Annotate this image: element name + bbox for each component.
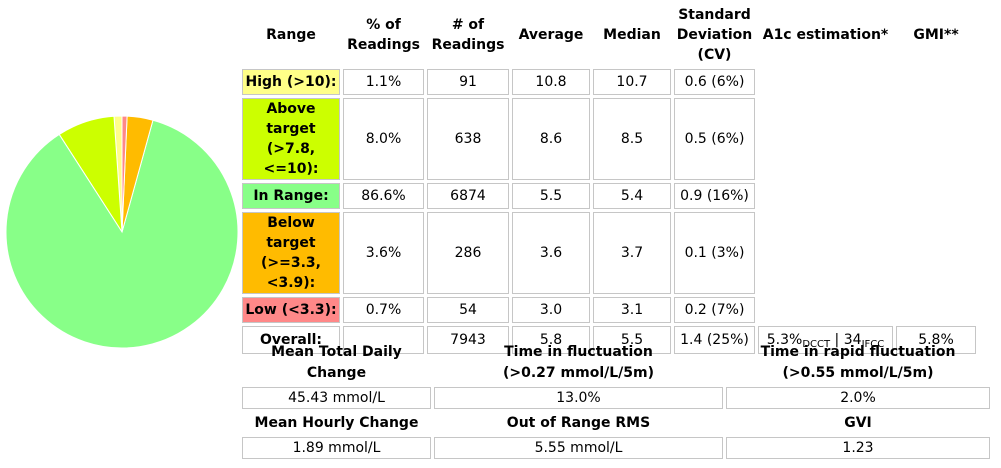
median-overall: 5.5 [593, 326, 671, 354]
fluct-value-row-1: 45.43 mmol/L 13.0% 2.0% [242, 387, 990, 409]
pct-high: 1.1% [343, 69, 424, 95]
sd-high: 0.6 (6%) [674, 69, 755, 95]
a1c-dcct-sub: DCCT [802, 339, 831, 350]
table-row-above-target: Above target (>7.8, <=10): 8.0% 638 8.6 … [242, 98, 976, 180]
avg-below: 3.6 [512, 212, 590, 294]
table-row-overall: Overall: 7943 5.8 5.5 1.4 (25%) 5.3%DCCT… [242, 326, 976, 354]
stats-header-row: Range % of Readings # of Readings Averag… [242, 4, 976, 66]
mean-total-daily-change-label: Mean Total Daily Change [271, 344, 402, 381]
header-standard-deviation: Standard Deviation (CV) [676, 7, 753, 63]
fluct-header-row-2: Mean Hourly Change Out of Range RMS GVI [242, 412, 990, 434]
time-in-fluctuation-label: Time in fluctuation (>0.27 mmol/L/5m) [502, 344, 654, 381]
sd-in-range: 0.9 (16%) [674, 183, 755, 209]
fluctuation-table: Mean Total Daily Change Time in fluctuat… [239, 339, 993, 462]
header-gmi: GMI** [913, 27, 959, 43]
range-label-below-target: Below target (>=3.3, <3.9): [242, 212, 340, 294]
out-of-range-rms-value: 5.55 mmol/L [434, 437, 723, 459]
time-in-rapid-fluctuation-label: Time in rapid fluctuation (>0.55 mmol/L/5… [760, 344, 956, 381]
sd-low: 0.2 (7%) [674, 297, 755, 323]
num-in-range: 6874 [427, 183, 509, 209]
header-percent-readings: % of Readings [347, 17, 420, 53]
num-below: 286 [427, 212, 509, 294]
header-a1c-estimation: A1c estimation* [762, 27, 889, 43]
range-label-overall: Overall: [242, 326, 340, 354]
fluct-header-row-1: Mean Total Daily Change Time in fluctuat… [242, 342, 990, 384]
range-label-in-range: In Range: [242, 183, 340, 209]
out-of-range-rms-label: Out of Range RMS [506, 414, 651, 431]
a1c-dcct: 5.3% [766, 332, 803, 348]
mean-hourly-change-label: Mean Hourly Change [254, 414, 419, 431]
time-in-rapid-fluctuation-value: 2.0% [726, 387, 990, 409]
pie-chart-svg [5, 115, 239, 349]
pct-overall [343, 326, 424, 354]
header-num-readings: # of Readings [431, 17, 505, 53]
num-overall: 7943 [427, 326, 509, 354]
table-row-low: Low (<3.3): 0.7% 54 3.0 3.1 0.2 (7%) [242, 297, 976, 323]
fluct-value-row-2: 1.89 mmol/L 5.55 mmol/L 1.23 [242, 437, 990, 459]
range-label-above-target: Above target (>7.8, <=10): [242, 98, 340, 180]
mean-hourly-change-value: 1.89 mmol/L [242, 437, 431, 459]
header-average: Average [518, 27, 584, 43]
a1c-ifcc-sub: IFCC [861, 339, 885, 350]
header-median: Median [603, 27, 661, 43]
avg-high: 10.8 [512, 69, 590, 95]
num-low: 54 [427, 297, 509, 323]
gvi-value: 1.23 [726, 437, 990, 459]
table-row-high: High (>10): 1.1% 91 10.8 10.7 0.6 (6%) [242, 69, 976, 95]
range-label-high: High (>10): [242, 69, 340, 95]
table-row-in-range: In Range: 86.6% 6874 5.5 5.4 0.9 (16%) [242, 183, 976, 209]
range-label-low: Low (<3.3): [242, 297, 340, 323]
glucose-stats-table: Range % of Readings # of Readings Averag… [239, 1, 979, 357]
mean-total-daily-change-value: 45.43 mmol/L [242, 387, 431, 409]
sd-below: 0.1 (3%) [674, 212, 755, 294]
avg-above: 8.6 [512, 98, 590, 180]
pie-slice-2 [5, 119, 239, 349]
avg-low: 3.0 [512, 297, 590, 323]
avg-overall: 5.8 [512, 326, 590, 354]
glucose-distribution-pie-chart [4, 114, 240, 350]
table-row-below-target: Below target (>=3.3, <3.9): 3.6% 286 3.6… [242, 212, 976, 294]
pct-above: 8.0% [343, 98, 424, 180]
median-above: 8.5 [593, 98, 671, 180]
pct-low: 0.7% [343, 297, 424, 323]
header-range: Range [266, 27, 316, 43]
a1c-sep: | [830, 332, 844, 348]
sd-overall: 1.4 (25%) [674, 326, 755, 354]
median-low: 3.1 [593, 297, 671, 323]
sd-above: 0.5 (6%) [674, 98, 755, 180]
median-below: 3.7 [593, 212, 671, 294]
gmi-value: 5.8% [896, 326, 976, 354]
median-high: 10.7 [593, 69, 671, 95]
time-in-fluctuation-value: 13.0% [434, 387, 723, 409]
pct-in-range: 86.6% [343, 183, 424, 209]
median-in-range: 5.4 [593, 183, 671, 209]
a1c-estimation-value: 5.3%DCCT | 34IFCC [758, 326, 893, 354]
gvi-label: GVI [844, 414, 872, 431]
num-above: 638 [427, 98, 509, 180]
a1c-ifcc: 34 [843, 332, 862, 348]
pie-slice-4 [121, 115, 128, 233]
pct-below: 3.6% [343, 212, 424, 294]
avg-in-range: 5.5 [512, 183, 590, 209]
num-high: 91 [427, 69, 509, 95]
